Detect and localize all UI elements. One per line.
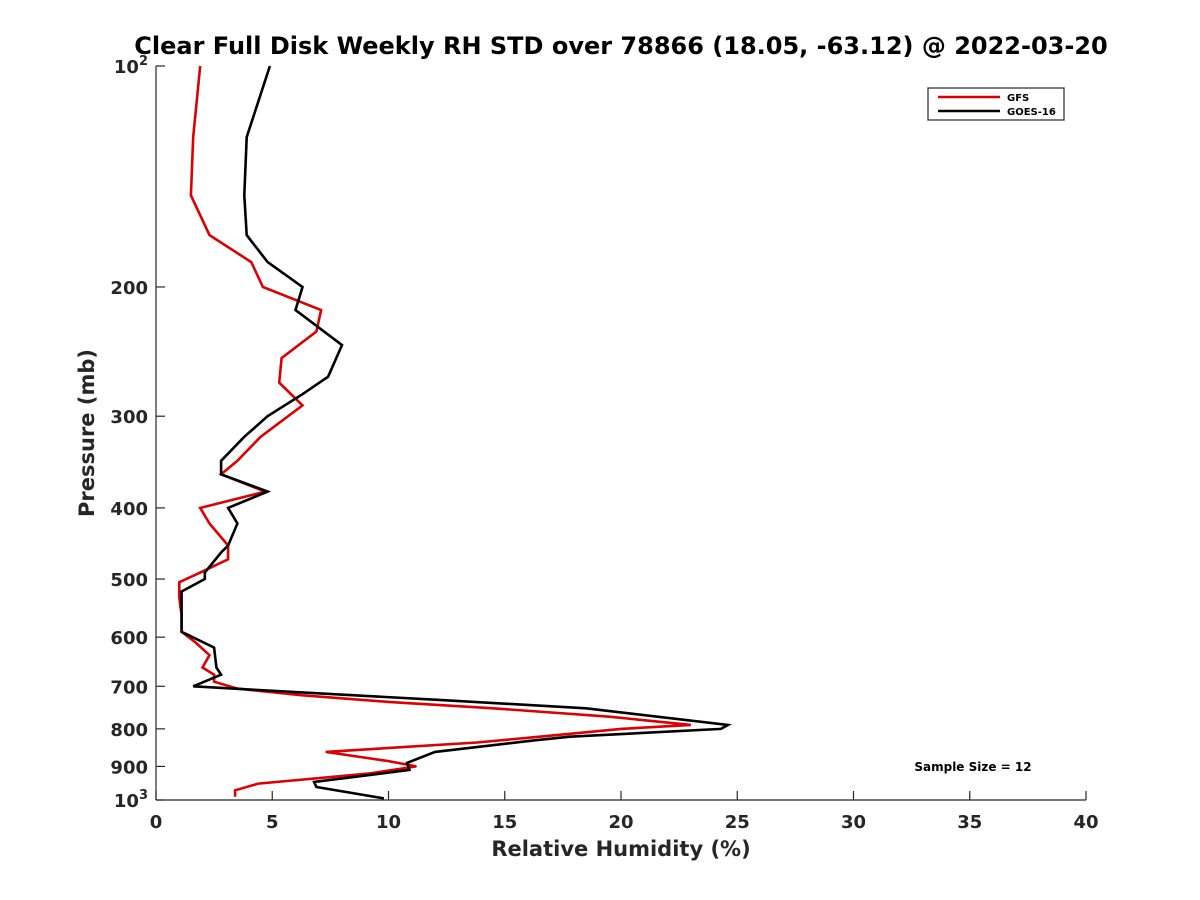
x-tick-label: 30 <box>841 812 866 833</box>
y-tick-label: 400 <box>110 499 148 520</box>
x-tick-label: 5 <box>266 812 279 833</box>
series-line-goes-16 <box>180 65 733 800</box>
y-tick-label: 103 <box>114 788 148 812</box>
x-axis-label: Relative Humidity (%) <box>491 837 750 861</box>
x-tick-label: 10 <box>376 812 401 833</box>
x-tick-label: 20 <box>608 812 633 833</box>
x-tick-label: 35 <box>957 812 982 833</box>
plot-area <box>155 66 1086 801</box>
y-tick-label: 700 <box>110 677 148 698</box>
y-tick-label: 300 <box>110 407 148 428</box>
y-tick-label: 200 <box>110 278 148 299</box>
legend-label-goes-16: GOES-16 <box>1007 107 1056 118</box>
y-axis: 102 200 300 400 500 600 700 800 900 103 <box>110 54 165 812</box>
x-tick-label: 0 <box>150 812 163 833</box>
y-tick-label: 600 <box>110 628 148 649</box>
legend-box <box>927 87 1065 121</box>
legend: GFS GOES-16 <box>927 87 1065 121</box>
legend-label-gfs: GFS <box>1007 93 1029 104</box>
y-tick-label: 800 <box>110 720 148 741</box>
y-axis-label: Pressure (mb) <box>75 349 99 517</box>
sample-size-annotation: Sample Size = 12 <box>914 760 1031 774</box>
x-tick-label: 40 <box>1073 812 1098 833</box>
chart-title: Clear Full Disk Weekly RH STD over 78866… <box>134 32 1107 60</box>
y-tick-label: 900 <box>110 757 148 778</box>
x-tick-label: 25 <box>725 812 750 833</box>
y-tick-label: 102 <box>114 54 148 78</box>
series-lines <box>178 65 733 800</box>
x-axis: 0 5 10 15 20 25 30 35 40 <box>150 791 1099 833</box>
x-tick-label: 15 <box>492 812 517 833</box>
y-tick-label: 500 <box>110 570 148 591</box>
series-line-gfs <box>178 65 691 797</box>
